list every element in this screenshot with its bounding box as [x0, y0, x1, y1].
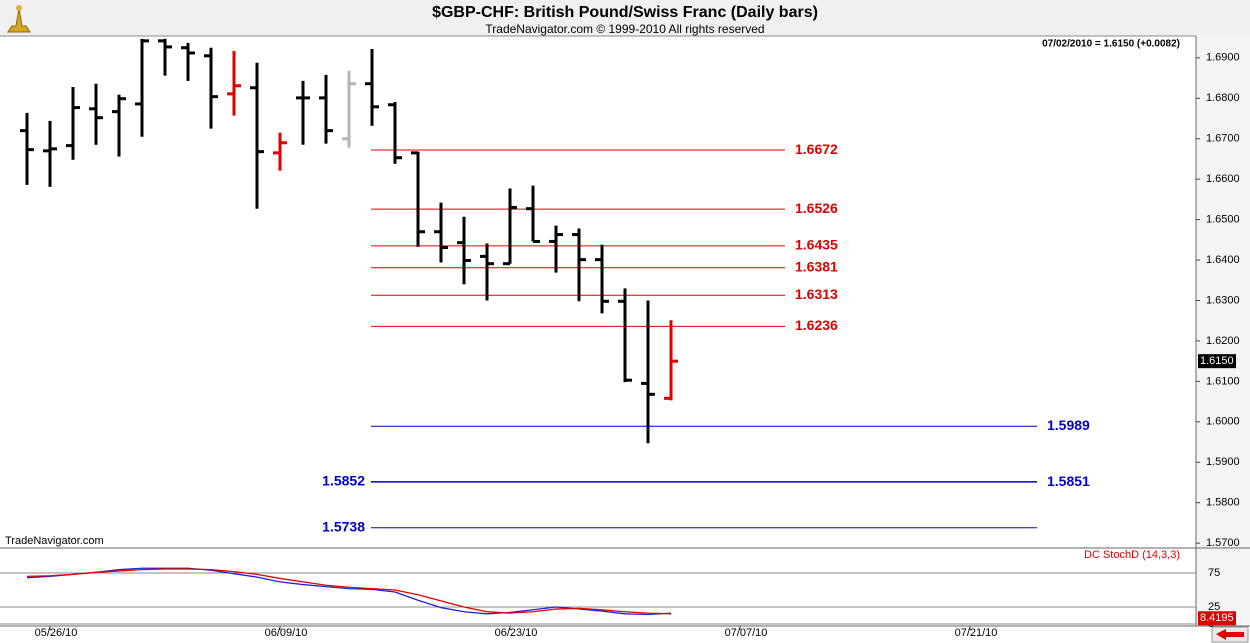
y-tick-label: 1.6100 [1206, 375, 1240, 387]
indicator-title: DC StochD (14,3,3) [1084, 549, 1180, 561]
y-tick-label: 1.6500 [1206, 214, 1240, 226]
level-label: 1.5738 [322, 518, 365, 534]
last-price-box [1198, 354, 1236, 369]
x-tick-label: 07/07/10 [725, 627, 768, 639]
indicator-tick-label: 25 [1208, 601, 1220, 613]
x-tick-label: 05/26/10 [35, 627, 78, 639]
level-label: 1.5851 [1047, 473, 1090, 489]
y-tick-label: 1.6000 [1206, 416, 1240, 428]
indicator-line [26, 567, 672, 616]
indicator-value-label: 8.4195 [1200, 612, 1234, 624]
y-tick-label: 1.6600 [1206, 173, 1240, 185]
axis-band [1196, 36, 1250, 626]
y-tick-label: 1.6300 [1206, 294, 1240, 306]
indicator-line [26, 568, 672, 615]
last-price-label: 1.6150 [1200, 355, 1234, 367]
indicator-tick-label: 75 [1208, 567, 1220, 579]
y-tick-label: 1.6400 [1206, 254, 1240, 266]
logo [7, 5, 31, 33]
level-label: 1.6672 [795, 141, 838, 157]
back-button[interactable] [1211, 626, 1249, 643]
y-tick-label: 1.6700 [1206, 133, 1240, 145]
y-tick-label: 1.6900 [1206, 52, 1240, 64]
indicator-value-box [1198, 611, 1236, 626]
level-label: 1.6435 [795, 237, 838, 253]
header-band [0, 0, 1250, 36]
watermark: TradeNavigator.com [5, 535, 104, 547]
y-tick-label: 1.6800 [1206, 92, 1240, 104]
y-tick-label: 1.5700 [1206, 537, 1240, 549]
x-tick-label: 07/21/10 [955, 627, 998, 639]
chart-title: $GBP-CHF: British Pound/Swiss Franc (Dai… [432, 4, 818, 21]
level-label: 1.5989 [1047, 417, 1090, 433]
level-label: 1.6381 [795, 258, 838, 274]
price-info: 07/02/2010 = 1.6150 (+0.0082) [1042, 39, 1180, 50]
chart-subtitle: TradeNavigator.com © 1999-2010 All right… [485, 22, 764, 36]
y-tick-label: 1.5800 [1206, 497, 1240, 509]
y-tick-label: 1.5900 [1206, 456, 1240, 468]
level-label: 1.6526 [795, 200, 838, 216]
level-label: 1.6313 [795, 286, 838, 302]
level-label: 1.6236 [795, 317, 838, 333]
x-tick-label: 06/23/10 [495, 627, 538, 639]
y-tick-label: 1.6200 [1206, 335, 1240, 347]
x-tick-label: 06/09/10 [265, 627, 308, 639]
level-label: 1.5852 [322, 472, 365, 488]
